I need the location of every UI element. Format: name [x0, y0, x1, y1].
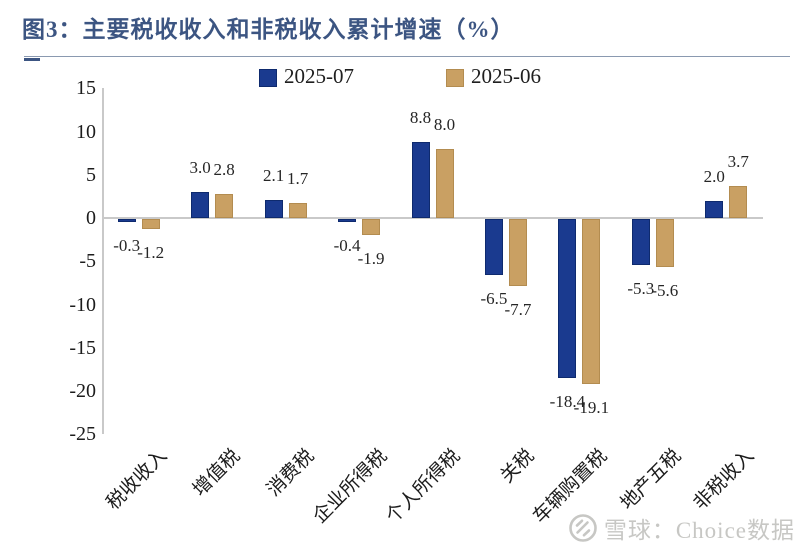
data-label-2025-07-企业所得税: -0.4 [333, 236, 361, 256]
data-label-2025-06-消费税: 1.7 [286, 169, 309, 189]
x-axis-label-地产五税: 地产五税 [616, 445, 686, 515]
bar-2025-06-个人所得税 [435, 148, 454, 218]
bar-2025-07-企业所得税 [338, 219, 357, 223]
x-axis-label-增值税: 增值税 [189, 445, 245, 501]
bar-2025-07-消费税 [264, 199, 283, 218]
data-label-2025-07-消费税: 2.1 [262, 165, 285, 185]
y-axis-tick-label: 0 [86, 207, 96, 229]
x-axis-label-个人所得税: 个人所得税 [382, 445, 465, 528]
bar-2025-07-关税 [484, 219, 503, 276]
data-label-2025-06-非税收入: 3.7 [727, 151, 749, 171]
bar-2025-07-个人所得税 [411, 141, 430, 218]
title-accent-dash [24, 58, 40, 61]
zero-line [102, 217, 763, 219]
legend-item-2025-07: 2025-07 [259, 64, 354, 89]
data-label-2025-07-地产五税: -5.3 [627, 278, 655, 298]
y-axis-tick-label: 15 [76, 77, 96, 100]
snowball-logo-icon [569, 514, 597, 542]
y-axis-tick-label: -15 [69, 336, 96, 359]
y-axis-tick-label: -5 [79, 250, 96, 273]
data-label-2025-07-关税: -6.5 [480, 289, 508, 309]
bar-2025-07-非税收入 [705, 200, 724, 218]
bar-2025-07-车辆购置税 [558, 219, 577, 379]
bar-2025-07-地产五税 [631, 219, 650, 265]
data-label-2025-07-增值税: 3.0 [189, 158, 211, 178]
bar-2025-06-关税 [508, 219, 527, 286]
data-label-2025-07-非税收入: 2.0 [703, 166, 725, 186]
x-axis-label-税收收入: 税收收入 [102, 445, 172, 515]
legend-label-2025-07: 2025-07 [284, 64, 354, 88]
bar-2025-06-非税收入 [729, 185, 748, 218]
legend-label-2025-06: 2025-06 [471, 64, 541, 88]
watermark: 雪球：Choice数据 [568, 511, 795, 545]
bar-2025-07-税收收入 [117, 219, 136, 222]
x-axis-label-企业所得税: 企业所得税 [309, 445, 392, 528]
y-axis-tick-label: -20 [69, 380, 96, 402]
y-axis-tick-label: 5 [86, 163, 96, 186]
data-label-2025-07-个人所得税: 8.8 [409, 107, 432, 127]
data-label-2025-06-增值税: 2.8 [213, 159, 235, 179]
y-axis-tick-label: -25 [69, 423, 96, 446]
y-axis-line [102, 88, 104, 435]
title-underline [24, 56, 790, 57]
data-label-2025-06-企业所得税: -1.9 [357, 249, 385, 269]
bar-2025-06-消费税 [288, 203, 307, 218]
bar-2025-06-地产五税 [655, 219, 674, 268]
bar-2025-06-税收收入 [141, 219, 160, 230]
legend-swatch-2025-07 [259, 68, 277, 87]
data-label-2025-06-个人所得税: 8.0 [433, 114, 456, 134]
legend: 2025-07 2025-06 [0, 64, 800, 89]
data-label-2025-06-关税: -7.7 [504, 299, 532, 319]
data-label-2025-06-车辆购置税: -19.1 [573, 398, 610, 418]
legend-swatch-2025-06 [446, 68, 464, 87]
data-label-2025-07-税收收入: -0.3 [113, 235, 141, 255]
y-axis-tick-label: 10 [76, 120, 96, 143]
legend-item-2025-06: 2025-06 [446, 64, 541, 89]
x-axis-label-非税收入: 非税收入 [690, 445, 759, 515]
data-label-2025-07-车辆购置税: -18.4 [549, 392, 586, 412]
bar-2025-06-车辆购置税 [582, 219, 601, 385]
watermark-text: 雪球：Choice数据 [603, 518, 795, 543]
data-label-2025-06-地产五税: -5.6 [651, 281, 679, 301]
x-axis-label-消费税: 消费税 [262, 445, 319, 501]
bar-2025-06-增值税 [215, 193, 234, 218]
bar-2025-06-企业所得税 [362, 219, 381, 236]
data-label-2025-06-税收收入: -1.2 [137, 243, 165, 263]
x-axis-label-关税: 关税 [496, 445, 539, 488]
y-axis-tick-label: -10 [69, 293, 96, 316]
chart-title: 图3：主要税收收入和非税收入累计增速（%） [22, 17, 515, 42]
bar-2025-07-增值税 [191, 192, 210, 218]
